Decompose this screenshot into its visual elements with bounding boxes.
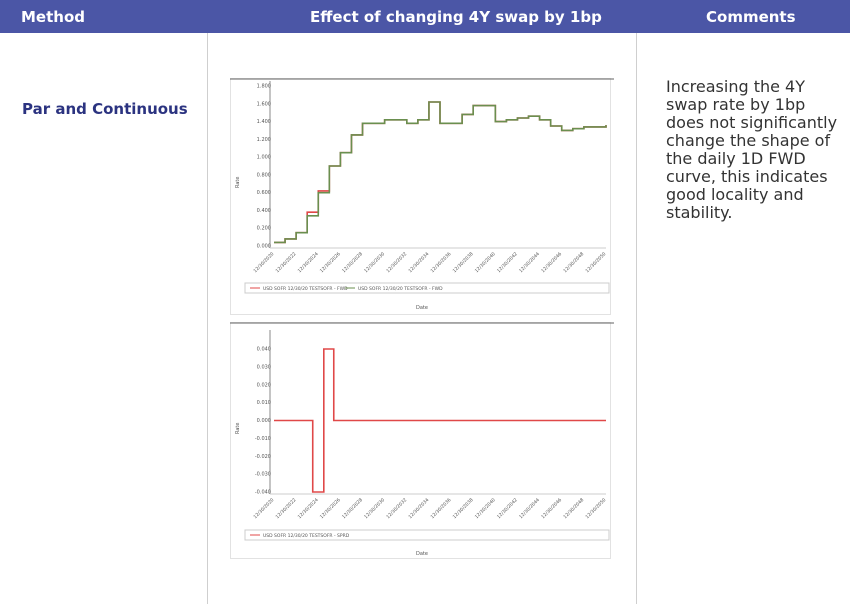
x-axis-title: Date — [416, 305, 428, 311]
y-tick-label: -0.030 — [255, 472, 271, 478]
y-tick-label: 1.600 — [257, 101, 271, 107]
series-lines — [274, 348, 606, 493]
y-tick-label: 0.200 — [257, 226, 271, 232]
x-axis-title: Date — [416, 551, 428, 557]
y-tick-label: 0.030 — [257, 364, 271, 370]
header-comments: Comments — [706, 8, 796, 26]
table-header: Method Effect of changing 4Y swap by 1bp… — [0, 0, 850, 33]
chart-frame — [230, 78, 611, 315]
y-tick-label: 1.200 — [257, 137, 271, 143]
spread-chart: 0.040 0.030 0.020 0.010 0.000 -0.010 -0.020 -0.… — [230, 322, 614, 559]
legend-label-1: USD SOFR 12/30/20 TESTSOFR - SPRD — [263, 533, 350, 539]
y-tick-labels: 0.040 0.030 0.020 0.010 0.000 -0.010 -0.020 -0.… — [255, 347, 271, 496]
y-tick-label: 1.000 — [257, 155, 271, 161]
y-tick-label: 0.010 — [257, 400, 271, 406]
legend — [244, 529, 610, 541]
y-tick-label: 1.400 — [257, 119, 271, 125]
y-tick-label: 0.040 — [257, 347, 271, 353]
y-tick-labels: 1.800 1.600 1.400 1.200 1.000 0.800 0.600 0.400… — [257, 84, 271, 250]
header-method: Method — [21, 8, 85, 26]
series-lines — [274, 101, 607, 244]
column-divider-right — [636, 33, 637, 604]
method-cell: Par and Continuous — [22, 100, 188, 118]
y-tick-label: 0.000 — [257, 418, 271, 424]
y-tick-label: 0.400 — [257, 208, 271, 214]
legend — [244, 282, 610, 294]
y-tick-label: 0.600 — [257, 190, 271, 196]
y-tick-label: -0.040 — [255, 490, 271, 496]
y-tick-label: -0.020 — [255, 454, 271, 460]
series-line-2 — [274, 101, 607, 244]
y-tick-label: -0.010 — [255, 436, 271, 442]
y-tick-label: 0.800 — [257, 172, 271, 178]
legend-label-2: USD SOFR 12/30/20 TESTSOFR - FWD — [358, 286, 443, 292]
y-tick-label: 1.800 — [257, 84, 271, 90]
legend-label-1: USD SOFR 12/30/20 TESTSOFR - FWD — [263, 286, 348, 292]
column-divider-left — [207, 33, 208, 604]
series-line-1 — [274, 348, 606, 493]
header-effect: Effect of changing 4Y swap by 1bp — [310, 8, 602, 26]
chart-frame — [230, 322, 611, 559]
y-axis-title: Rate — [235, 177, 241, 188]
y-tick-label: 0.000 — [257, 244, 271, 250]
y-axis-title: Rate — [235, 423, 241, 434]
y-tick-label: 0.020 — [257, 382, 271, 388]
fwd-rate-chart: 1.800 1.600 1.400 1.200 1.000 0.800 0.600 0.400… — [230, 78, 614, 315]
comment-cell: Increasing the 4Y swap rate by 1bp does … — [666, 77, 838, 222]
